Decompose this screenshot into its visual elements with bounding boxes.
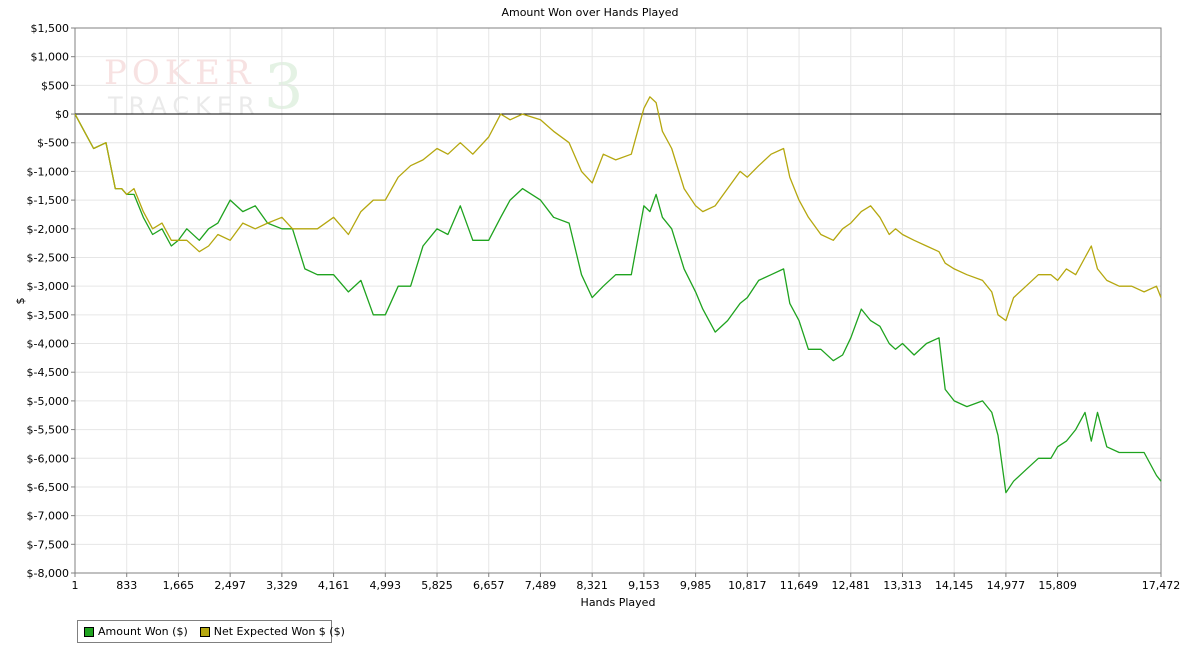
y-tick-label: $-4,000 [27,338,69,351]
y-axis: $1,500 $1,000 $500 $0 $-500 $-1,000 $-1,500 $-2… [27,22,75,580]
y-tick-label: $-2,500 [27,251,69,264]
x-tick-label: 9,153 [628,579,660,592]
x-tick-label: 2,497 [214,579,246,592]
x-tick-label: 7,489 [525,579,557,592]
x-tick-label: 12,481 [832,579,871,592]
legend: Amount Won ($) Net Expected Won $ ($) [77,620,345,643]
y-tick-label: $1,500 [31,22,70,35]
legend-item-amount-won: Amount Won ($) [84,625,188,638]
y-tick-label: $-500 [37,137,69,150]
legend-swatch-amount-won [84,626,94,637]
y-tick-label: $-4,500 [27,366,69,379]
x-tick-label: 11,649 [780,579,819,592]
series-layer [74,96,1162,494]
watermark-three: 3 [264,50,303,123]
x-tick-label: 14,145 [935,579,974,592]
y-axis-label: $ [14,298,27,305]
x-axis: 1 833 1,665 2,497 3,329 4,161 4,993 5,825 6,657 7… [72,573,1181,592]
plot-area-border [74,27,1162,574]
y-tick-label: $-1,000 [27,165,69,178]
x-tick-label: 17,472 [1142,579,1181,592]
watermark-poker: POKER [104,53,256,93]
x-tick-label: 9,985 [680,579,712,592]
y-tick-label: $-5,500 [27,424,69,437]
legend-item-net-expected: Net Expected Won $ ($) [199,625,345,638]
y-tick-label: $-7,500 [27,538,69,551]
legend-label-amount-won: Amount Won ($) [98,625,188,638]
y-tick-label: $-7,000 [27,510,69,523]
chart-title: Amount Won over Hands Played [501,6,678,19]
x-axis-label: Hands Played [581,596,656,609]
x-tick-label: 13,313 [883,579,922,592]
x-tick-label: 1,665 [163,579,195,592]
watermark-tracker: TRACKER [107,92,261,120]
series-line-amount-won [74,113,1162,494]
x-tick-label: 833 [116,579,137,592]
x-tick-label: 1 [72,579,79,592]
series-line-net-expected [74,96,1162,322]
y-tick-label: $-6,000 [27,452,69,465]
y-tick-label: $500 [41,79,69,92]
y-tick-label: $-5,000 [27,395,69,408]
x-tick-label: 4,161 [318,579,350,592]
legend-swatch-net-expected [199,626,210,637]
y-tick-label: $1,000 [31,51,70,64]
y-tick-label: $-1,500 [27,194,69,207]
legend-label-net-expected: Net Expected Won $ ($) [213,625,345,638]
x-tick-label: 3,329 [266,579,298,592]
x-tick-label: 14,977 [987,579,1026,592]
y-tick-label: $-6,500 [27,481,69,494]
y-tick-label: $-3,000 [27,280,69,293]
y-tick-label: $-3,500 [27,309,69,322]
y-tick-label: $0 [55,108,69,121]
x-tick-label: 15,809 [1038,579,1077,592]
x-tick-label: 10,817 [728,579,767,592]
x-tick-label: 8,321 [576,579,608,592]
poker-tracker-watermark: POKER 3 TRACKER [104,50,303,123]
y-tick-label: $-2,000 [27,223,69,236]
x-tick-label: 4,993 [370,579,402,592]
x-tick-label: 6,657 [473,579,505,592]
y-tick-label: $-8,000 [27,567,69,580]
x-tick-label: 5,825 [421,579,453,592]
